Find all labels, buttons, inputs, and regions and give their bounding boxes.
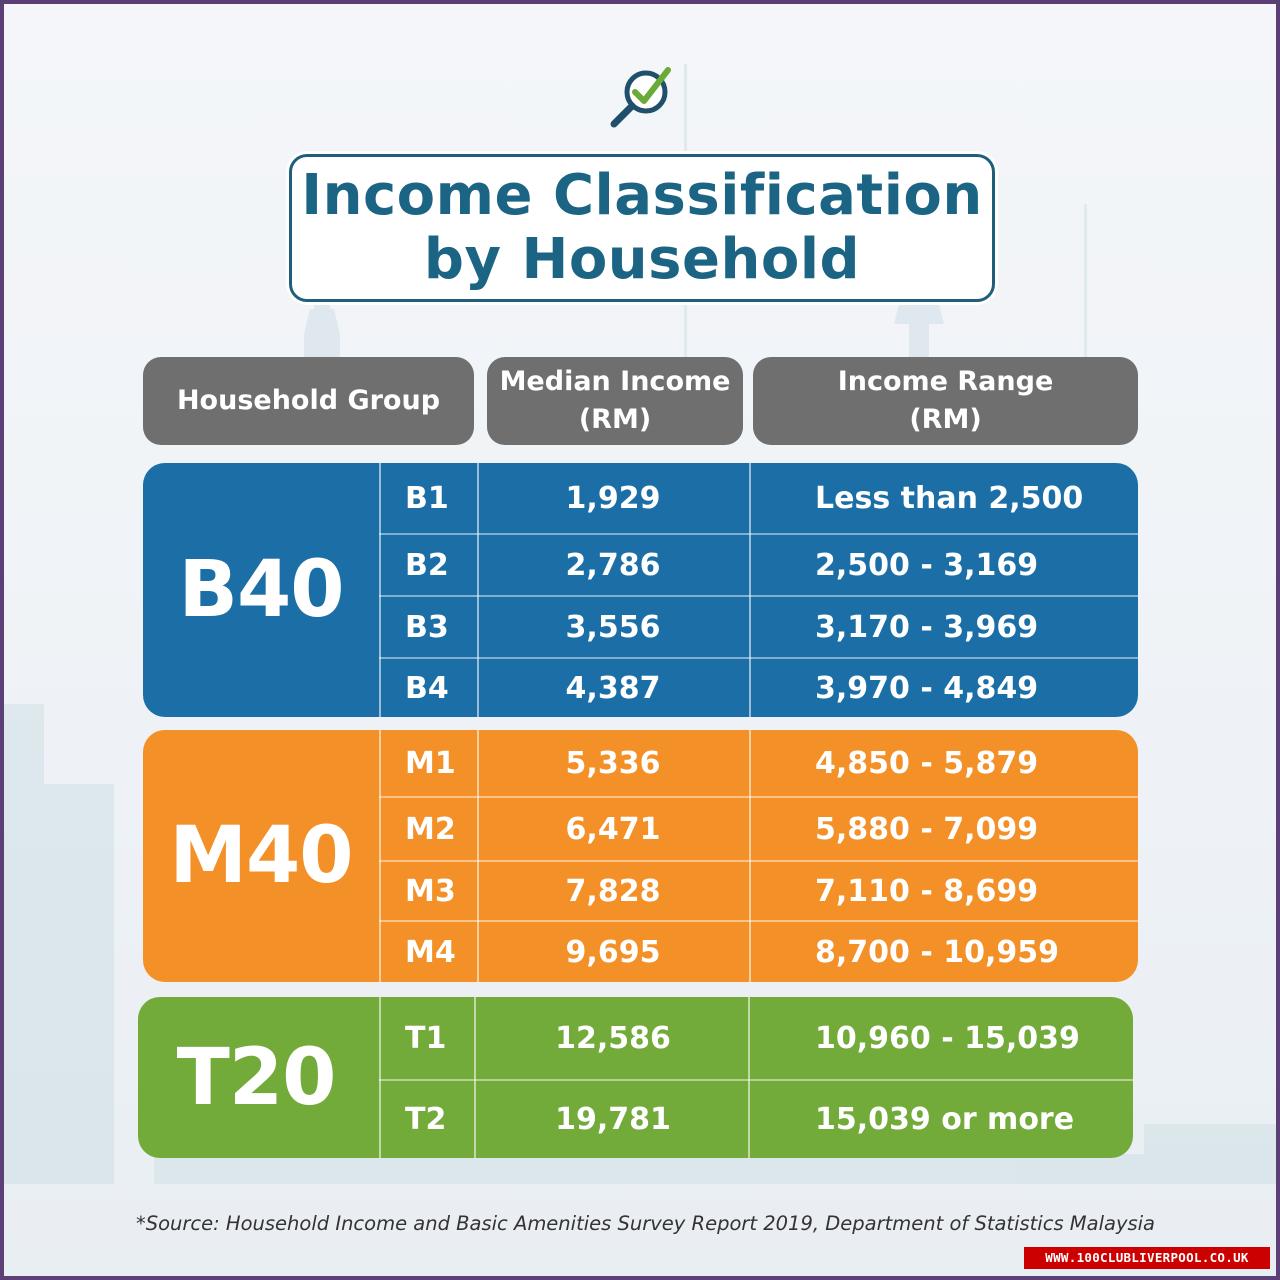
subgroup-cell: M4 [405,934,456,970]
table-row: M3 7,828 7,110 - 8,699 [379,860,1138,920]
subgroup-cell: T1 [405,1020,447,1056]
header-household-group-label: Household Group [176,385,441,416]
magnifier-check-icon [610,67,671,128]
subgroup-cell: T2 [405,1102,447,1137]
source-note: *Source: Household Income and Basic Amen… [136,1212,1156,1235]
group-label-b40: B40 [178,545,345,635]
watermark-url[interactable]: WWW.100CLUBLIVERPOOL.CO.UK [1024,1247,1270,1269]
median-cell: 3,556 [565,609,661,645]
group-label-m40: M40 [169,811,353,901]
median-cell: 1,929 [565,480,661,516]
divider [379,730,381,982]
median-cell: 4,387 [565,670,661,706]
median-cell: 2,786 [565,547,661,583]
subgroup-cell: M1 [405,745,456,781]
divider [474,997,476,1158]
group-label-t20: T20 [176,1032,337,1123]
divider [477,463,479,717]
median-cell: 7,828 [565,873,661,909]
range-cell: 4,850 - 5,879 [815,745,1039,781]
group-block-t20: T20 T1 12,586 10,960 - 15,039 T2 19,781 … [138,997,1133,1158]
group-block-b40: B40 B1 1,929 Less than 2,500 B2 2,786 2,… [143,463,1138,717]
divider [749,730,751,982]
range-cell: 8,700 - 10,959 [815,934,1059,970]
divider [748,997,750,1158]
group-block-m40: M40 M1 5,336 4,850 - 5,879 M2 6,471 5,88… [143,730,1138,982]
header-median-income-label: Median Income [499,366,731,397]
header-household-group: Household Group [143,357,474,445]
range-cell: Less than 2,500 [815,480,1084,516]
range-cell: 3,970 - 4,849 [815,670,1039,706]
range-cell: 15,039 or more [815,1102,1075,1137]
median-cell: 6,471 [565,811,661,847]
divider [379,463,381,717]
range-cell: 10,960 - 15,039 [815,1020,1080,1056]
header-median-income-unit: (RM) [578,404,652,435]
table-row: T2 19,781 15,039 or more [379,1079,1133,1158]
title-line-1: Income Classification [301,163,983,228]
divider [749,463,751,717]
header-income-range-label: Income Range [837,366,1054,397]
subgroup-cell: B3 [405,609,449,645]
table-row: T1 12,586 10,960 - 15,039 [379,997,1133,1079]
title-box: Income Classification by Household [289,154,995,302]
header-median-income: Median Income (RM) [487,357,743,445]
city-skyline-background [4,64,1276,1184]
header-income-range-unit: (RM) [909,404,982,435]
table-row: B2 2,786 2,500 - 3,169 [379,533,1138,595]
range-cell: 3,170 - 3,969 [815,609,1039,645]
median-cell: 9,695 [565,934,661,970]
table-row: B3 3,556 3,170 - 3,969 [379,595,1138,657]
title-line-2: by Household [423,227,861,292]
subgroup-cell: M3 [405,873,456,909]
subgroup-cell: B2 [405,547,449,583]
subgroup-cell: B4 [405,670,449,706]
median-cell: 12,586 [555,1020,671,1056]
median-cell: 19,781 [555,1102,671,1137]
table-row: M4 9,695 8,700 - 10,959 [379,920,1138,982]
divider [379,997,381,1158]
table-row: B1 1,929 Less than 2,500 [379,463,1138,533]
range-cell: 7,110 - 8,699 [815,873,1039,909]
table-row: M2 6,471 5,880 - 7,099 [379,796,1138,860]
header-income-range: Income Range (RM) [753,357,1138,445]
table-row: B4 4,387 3,970 - 4,849 [379,657,1138,717]
table-row: M1 5,336 4,850 - 5,879 [379,730,1138,796]
subgroup-cell: B1 [405,480,449,516]
median-cell: 5,336 [565,745,661,781]
divider [477,730,479,982]
range-cell: 5,880 - 7,099 [815,811,1039,847]
subgroup-cell: M2 [405,811,456,847]
range-cell: 2,500 - 3,169 [815,547,1039,583]
